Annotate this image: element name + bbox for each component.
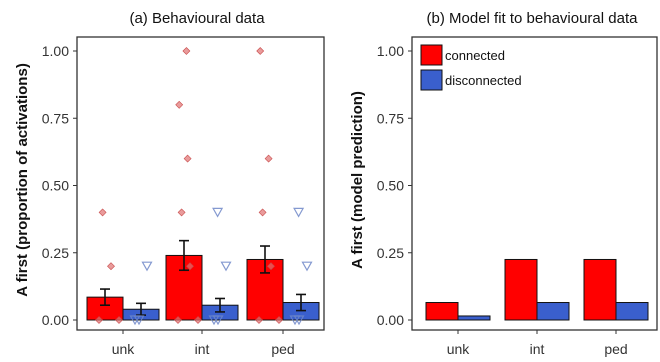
panel-b-y-tick-label: 0.75: [377, 110, 404, 126]
panel-b-x-tick-label: ped: [604, 341, 627, 357]
error-bar-connected-ped: [260, 245, 270, 274]
panel-b-bar-disconnected-ped: [615, 302, 649, 321]
panel-b-y-tick-label: 1.00: [377, 43, 404, 59]
error-bar-connected-int: [179, 239, 189, 272]
point-connected-ped: [267, 262, 275, 271]
point-connected-int: [177, 208, 186, 217]
panel-a-title: (a) Behavioural data: [129, 10, 265, 27]
panel-a-x-tick-label: unk: [112, 341, 136, 357]
point-connected-int: [186, 262, 194, 271]
panel-b-bar-connected-ped: [583, 258, 617, 321]
point-disconnected-unk: [141, 261, 153, 272]
panel-b-bar-connected-unk: [425, 302, 459, 321]
error-bar-disconnected-unk: [136, 302, 146, 316]
panel-a-y-tick-label: 0.75: [42, 110, 69, 126]
point-connected-ped: [255, 316, 263, 324]
panel-b-bar-disconnected-unk: [457, 315, 491, 321]
panel-b-y-ticks: 0.00 0.25 0.50 0.75 1.00: [377, 43, 412, 328]
panel-a-y-axis-label: A first (proportion of activations): [14, 63, 31, 297]
panel-a-y-tick-label: 0.25: [42, 245, 69, 261]
panel-b-y-tick-label: 0.50: [377, 178, 404, 194]
panel-b-x-tick-label: int: [530, 341, 545, 357]
error-bar-disconnected-ped: [296, 293, 306, 312]
legend-label-connected: connected: [445, 48, 505, 63]
point-connected-ped: [258, 208, 267, 217]
legend-swatch-connected: [420, 44, 443, 66]
panel-a-y-tick-label: 1.00: [42, 43, 69, 59]
panel-b-bar-connected-int: [504, 258, 538, 321]
panel-a-y-ticks: 0.00 0.25 0.50 0.75 1.00: [42, 43, 77, 328]
panel-b-bars: [425, 258, 649, 321]
panel-b-y-tick-label: 0.00: [377, 312, 404, 328]
point-disconnected-int: [212, 207, 224, 218]
point-connected-int: [194, 316, 202, 324]
panel-a-x-ticks: unk int ped: [112, 330, 295, 357]
point-disconnected-ped: [293, 315, 305, 326]
panel-b-legend: connected disconnected: [420, 44, 522, 91]
point-connected-ped: [275, 316, 283, 324]
point-connected-unk: [107, 262, 115, 271]
point-connected-ped: [264, 154, 273, 163]
panel-a-y-tick-label: 0.50: [42, 178, 69, 194]
legend-swatch-disconnected: [420, 69, 443, 91]
panel-a-y-tick-label: 0.00: [42, 312, 69, 328]
point-disconnected-ped: [301, 261, 313, 272]
point-connected-int: [182, 47, 191, 55]
point-connected-unk: [95, 316, 103, 324]
point-disconnected-unk: [133, 315, 145, 326]
panel-b-title: (b) Model fit to behavioural data: [427, 10, 639, 27]
point-connected-unk: [115, 316, 123, 324]
point-connected-int: [183, 154, 192, 163]
panel-b: (b) Model fit to behavioural data A firs…: [349, 10, 658, 357]
point-disconnected-ped: [293, 207, 305, 218]
panel-b-x-tick-label: unk: [447, 341, 471, 357]
point-disconnected-int: [212, 315, 224, 326]
point-connected-int: [175, 100, 184, 109]
panel-a-error-bars: [100, 239, 306, 316]
panel-a: (a) Behavioural data A first (proportion…: [14, 10, 325, 357]
point-disconnected-int: [220, 261, 232, 272]
point-connected-ped: [256, 47, 265, 55]
panel-b-y-axis-label: A first (model prediction): [349, 91, 366, 269]
panel-b-y-tick-label: 0.25: [377, 245, 404, 261]
panel-a-points: [95, 47, 313, 326]
legend-label-disconnected: disconnected: [445, 73, 522, 88]
panel-a-x-tick-label: int: [195, 341, 210, 357]
point-connected-int: [174, 316, 182, 324]
panel-b-x-ticks: unk int ped: [447, 330, 628, 357]
panel-b-bar-disconnected-int: [536, 302, 570, 321]
error-bar-connected-unk: [100, 288, 110, 307]
error-bar-disconnected-int: [215, 297, 225, 313]
panel-a-x-tick-label: ped: [271, 341, 294, 357]
point-connected-unk: [98, 208, 107, 217]
